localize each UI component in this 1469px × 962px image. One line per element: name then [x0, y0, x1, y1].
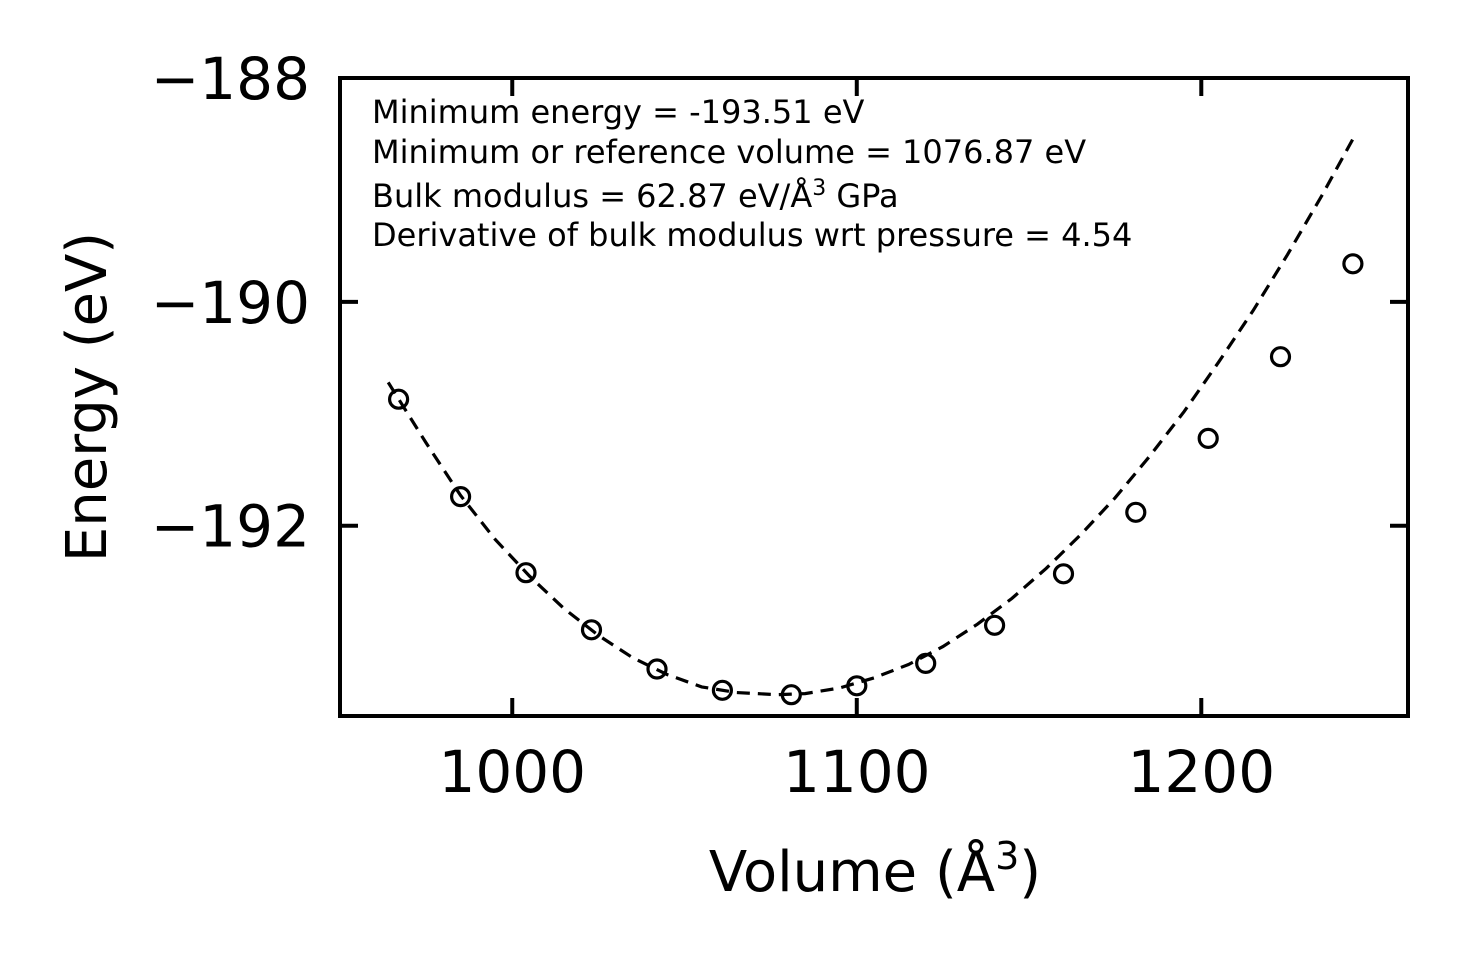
data-point: [450, 486, 472, 508]
data-point: [646, 658, 668, 680]
annotation-ref-volume: Minimum or reference volume = 1076.87 eV: [372, 133, 1086, 171]
x-axis-title: Volume (Å3): [709, 834, 1041, 905]
data-point: [388, 388, 410, 410]
data-point: [846, 675, 868, 697]
data-points-layer: [388, 253, 1364, 706]
data-point: [515, 562, 537, 584]
data-point: [711, 679, 734, 701]
annotation-bulk-modulus-unit: GPa: [826, 177, 898, 215]
data-point: [1269, 346, 1292, 368]
y-tick-label: −192: [151, 493, 310, 561]
eos-fit-line: [386, 132, 1358, 697]
data-point: [1052, 563, 1075, 585]
data-point: [580, 619, 603, 641]
annotation-min-energy: Minimum energy = -193.51 eV: [372, 93, 865, 131]
data-point: [1197, 427, 1219, 449]
data-point: [1125, 501, 1147, 523]
y-tick-label: −188: [151, 45, 310, 113]
data-point: [915, 652, 937, 675]
ticks-layer: 1000 1100 1200 −188 −190 −192: [151, 45, 1408, 806]
x-tick-label: 1000: [438, 738, 586, 806]
x-axis-title-text: Volume (Å: [709, 839, 995, 905]
annotation-bulk-modulus: Bulk modulus = 62.87 eV/Å3 GPa: [372, 176, 899, 215]
x-axis-title-sup: 3: [995, 834, 1019, 878]
annotation-bulk-derivative: Derivative of bulk modulus wrt pressure …: [372, 216, 1132, 254]
annotation-bulk-modulus-sup: 3: [812, 176, 826, 201]
fit-curve-layer: [386, 132, 1358, 697]
data-point: [983, 614, 1006, 636]
data-point: [780, 684, 802, 706]
annotation-bulk-modulus-text: Bulk modulus = 62.87 eV/Å: [372, 177, 812, 215]
data-point: [1342, 253, 1364, 275]
x-axis-title-close: ): [1019, 840, 1041, 905]
x-tick-label: 1200: [1127, 738, 1275, 806]
plot-frame: [338, 76, 1410, 718]
y-tick-label: −190: [151, 269, 310, 337]
x-tick-label: 1100: [783, 738, 931, 806]
y-axis-title: Energy (eV): [55, 232, 120, 562]
